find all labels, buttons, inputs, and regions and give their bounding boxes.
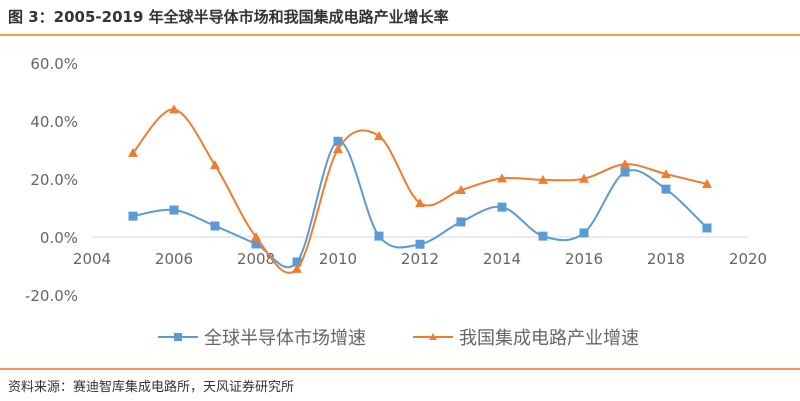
data-point-triangle <box>251 232 261 241</box>
data-point-triangle <box>169 104 179 114</box>
data-point-square <box>333 136 343 146</box>
data-point-triangle <box>292 263 302 273</box>
x-tick-label: 2012 <box>401 250 439 268</box>
data-point-triangle <box>374 131 384 141</box>
x-tick-label: 2008 <box>237 250 275 268</box>
data-point-triangle <box>210 160 220 170</box>
series-line-2 <box>132 108 708 274</box>
data-point-square <box>292 257 302 267</box>
y-tick-label: 20.0% <box>30 171 78 189</box>
data-point-square <box>128 211 138 221</box>
x-tick-label: 2006 <box>155 250 193 268</box>
data-point-square <box>497 202 507 212</box>
data-point-triangle <box>579 173 589 183</box>
x-tick-label: 2016 <box>565 250 603 268</box>
y-tick-label: 0.0% <box>40 229 78 247</box>
top-divider <box>0 34 800 36</box>
data-point-triangle <box>128 147 138 157</box>
x-tick-label: 2004 <box>73 250 111 268</box>
legend-marker-triangle <box>429 333 437 340</box>
data-point-triangle <box>415 198 425 208</box>
data-point-square <box>415 239 425 249</box>
data-point-triangle <box>456 185 466 195</box>
data-point-triangle <box>661 169 671 179</box>
x-tick-label: 2010 <box>319 250 357 268</box>
data-point-square <box>702 223 712 233</box>
data-point-square <box>620 167 630 177</box>
data-point-triangle <box>702 178 712 188</box>
data-point-triangle <box>497 173 507 183</box>
data-point-square <box>374 231 384 241</box>
series-line-1 <box>132 140 708 269</box>
data-point-square <box>169 205 179 215</box>
data-point-triangle <box>333 144 343 154</box>
x-tick-label: 2020 <box>729 250 767 268</box>
legend-label: 全球半导体市场增速 <box>204 328 366 349</box>
x-tick-label: 2014 <box>483 250 521 268</box>
bottom-divider <box>0 368 800 370</box>
data-point-square <box>538 231 548 241</box>
legend-marker-square <box>174 333 182 341</box>
y-tick-label: -20.0% <box>25 287 78 305</box>
figure-title: 图 3：2005-2019 年全球半导体市场和我国集成电路产业增长率 <box>8 8 449 26</box>
data-point-square <box>456 217 466 227</box>
source-note: 资料来源：赛迪智库集成电路所，天风证券研究所 <box>8 380 295 395</box>
legend-label: 我国集成电路产业增速 <box>459 328 639 349</box>
data-point-square <box>661 184 671 194</box>
line-chart: 60.0% 40.0% 20.0% 0.0% -20.0% 2004 2006 2008 201… <box>25 55 767 349</box>
y-tick-label: 40.0% <box>30 113 78 131</box>
data-point-triangle <box>620 159 630 169</box>
data-point-square <box>251 239 261 249</box>
data-point-square <box>210 221 220 231</box>
x-tick-label: 2018 <box>647 250 685 268</box>
y-tick-label: 60.0% <box>30 55 78 73</box>
data-point-square <box>579 228 589 238</box>
data-point-triangle <box>538 174 548 184</box>
